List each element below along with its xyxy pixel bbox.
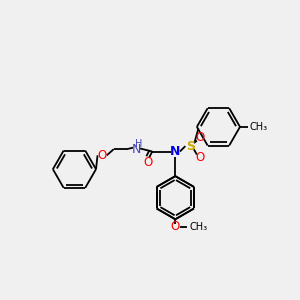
Text: O: O xyxy=(98,149,107,162)
Text: O: O xyxy=(171,220,180,233)
Text: N: N xyxy=(131,143,141,156)
Text: CH₃: CH₃ xyxy=(189,222,207,232)
Text: H: H xyxy=(135,139,142,149)
Text: CH₃: CH₃ xyxy=(250,122,268,132)
Text: O: O xyxy=(195,151,205,164)
Text: N: N xyxy=(170,145,181,158)
Text: O: O xyxy=(195,131,205,144)
Text: O: O xyxy=(144,156,153,169)
Text: S: S xyxy=(186,140,195,153)
